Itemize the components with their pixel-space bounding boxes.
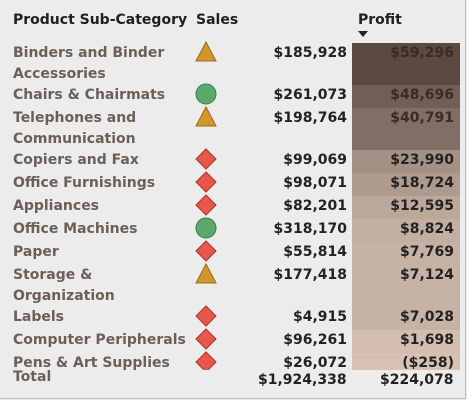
- sort-descending-icon[interactable]: [358, 31, 368, 37]
- profit-value: $23,990: [390, 152, 454, 168]
- sales-value: $4,915: [292, 309, 347, 325]
- profit-cell: ($258): [352, 353, 460, 370]
- circle-icon: [194, 82, 218, 106]
- category-label: Chairs & Chairmats: [13, 87, 166, 103]
- sales-value: $198,764: [273, 110, 347, 126]
- category-label: Appliances: [13, 198, 100, 214]
- sales-value: $26,072: [283, 355, 347, 370]
- total-profit: $224,078: [380, 372, 454, 388]
- category-label: Copiers and Fax: [13, 152, 139, 168]
- diamond-icon: [194, 350, 218, 370]
- header-profit[interactable]: Profit: [358, 12, 402, 28]
- sales-value: $261,073: [273, 87, 347, 103]
- diamond-icon: [194, 327, 218, 351]
- category-label: Telephones and Communication: [13, 110, 137, 147]
- profit-value: $40,791: [390, 110, 454, 126]
- diamond-icon: [194, 304, 218, 328]
- header-sales[interactable]: Sales: [196, 12, 239, 28]
- category-label: Binders and Binder Accessories: [13, 45, 165, 82]
- diamond-icon: [194, 147, 218, 171]
- profit-cell: $40,791: [352, 108, 460, 150]
- category-label: Office Furnishings: [13, 175, 156, 191]
- diamond-icon: [194, 239, 218, 263]
- sales-value: $55,814: [283, 244, 347, 260]
- category-label: Paper: [13, 244, 59, 260]
- profit-value: $18,724: [390, 175, 454, 191]
- profit-cell: $12,595: [352, 196, 460, 219]
- sales-value: $82,201: [283, 198, 347, 214]
- profit-cell: $1,698: [352, 330, 460, 353]
- profit-cell: $23,990: [352, 150, 460, 173]
- profit-cell: $18,724: [352, 173, 460, 196]
- diamond-icon: [194, 193, 218, 217]
- category-label: Storage & Organization: [13, 267, 115, 304]
- profit-value: ($258): [402, 355, 454, 370]
- header-product-sub-category[interactable]: Product Sub-Category: [13, 12, 188, 28]
- profit-cell: $59,296: [352, 43, 460, 85]
- profit-value: $59,296: [390, 45, 454, 61]
- category-label: Office Machines: [13, 221, 138, 237]
- profit-cell: $7,769: [352, 242, 460, 265]
- profit-value: $8,824: [399, 221, 454, 237]
- profit-cell: $48,696: [352, 85, 460, 108]
- profit-value: $7,124: [399, 267, 454, 283]
- profit-value: $12,595: [390, 198, 454, 214]
- diamond-icon: [194, 170, 218, 194]
- category-label: Labels: [13, 309, 65, 325]
- sales-value: $185,928: [273, 45, 347, 61]
- profit-cell: $7,028: [352, 307, 460, 330]
- profit-value: $1,698: [399, 332, 454, 348]
- profit-value: $48,696: [390, 87, 454, 103]
- sales-value: $177,418: [273, 267, 347, 283]
- sales-value: $98,071: [283, 175, 347, 191]
- total-sales: $1,924,338: [258, 372, 347, 388]
- table-body: $59,296 Binders and Binder Accessories $18…: [13, 40, 460, 370]
- profit-value: $7,769: [399, 244, 454, 260]
- sales-value: $318,170: [273, 221, 347, 237]
- category-label: Pens & Art Supplies: [13, 355, 170, 370]
- category-label: Computer Peripherals: [13, 332, 186, 348]
- total-label: Total: [13, 369, 52, 385]
- triangle-icon: [194, 105, 218, 129]
- profit-value: $7,028: [399, 309, 454, 325]
- circle-icon: [194, 216, 218, 240]
- profit-cell: $8,824: [352, 219, 460, 242]
- profit-cell: $7,124: [352, 265, 460, 307]
- sales-value: $99,069: [283, 152, 347, 168]
- triangle-icon: [194, 40, 218, 64]
- triangle-icon: [194, 262, 218, 286]
- sales-value: $96,261: [283, 332, 347, 348]
